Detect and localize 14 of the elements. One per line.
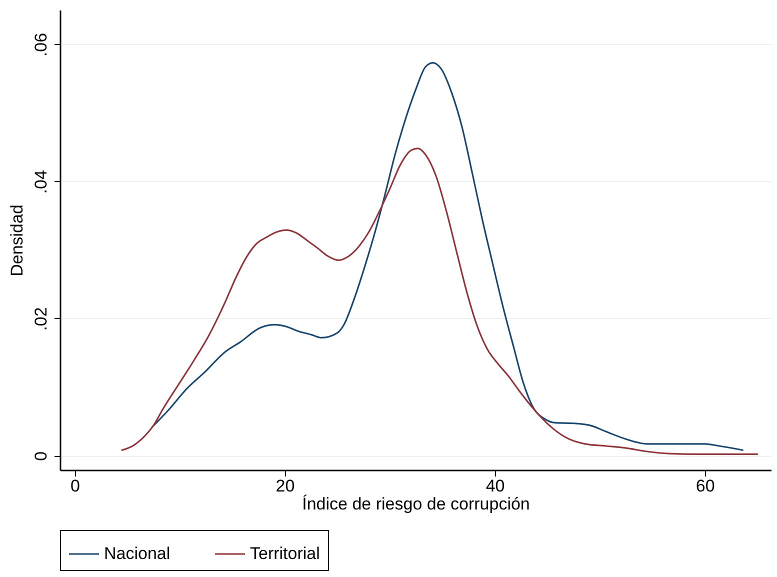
x-tick-label: 40 [486,476,505,496]
y-tick-label: .06 [32,32,50,57]
y-tick-label: .02 [32,307,50,331]
x-tick-label: 0 [70,476,80,496]
line-series [121,148,758,456]
y-tick-label: 0 [32,451,50,461]
x-axis-title: Índice de riesgo de corrupción [302,494,530,514]
legend-label: Territorial [250,544,320,563]
x-tick-label: 20 [276,476,295,496]
line-series [152,62,744,451]
y-tick-label: .04 [32,170,50,194]
legend-label: Nacional [104,544,170,563]
y-axis-title: Densidad [8,204,26,276]
x-tick-label: 60 [696,476,715,496]
